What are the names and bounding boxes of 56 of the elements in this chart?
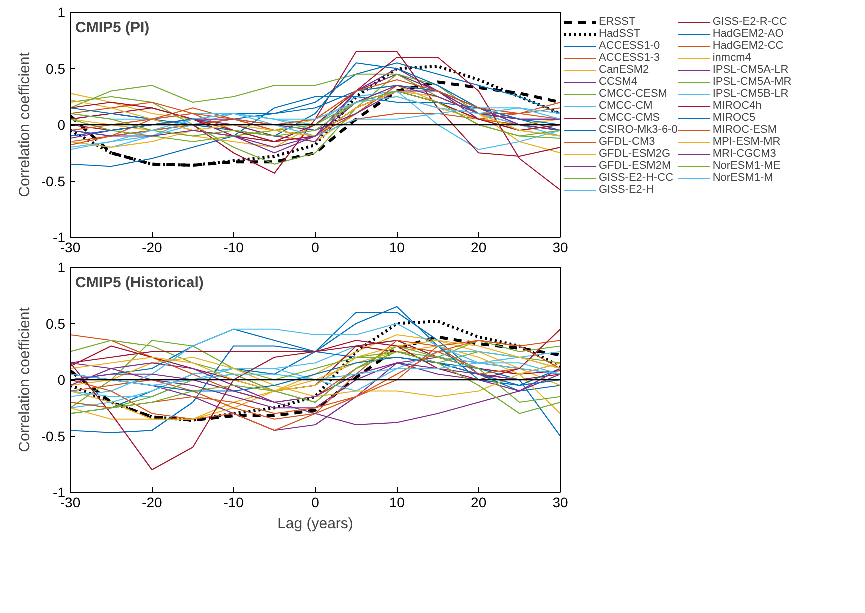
text: CMIP5 (PI) [76,20,150,36]
x-tick-label: 0 [312,240,320,256]
y-tick-label: -0.5 [41,428,66,444]
legend-label: CSIRO-Mk3-6-0 [599,124,678,136]
x-axis-title: Lag (years) [278,516,354,532]
x-tick-label: -20 [142,494,162,510]
legend-label: ACCESS1-0 [599,40,660,52]
y-tick-label: -1 [53,484,66,500]
legend-label: HadGEM2-CC [712,40,784,52]
legend-label: CCSM4 [599,76,638,88]
legend-label: HadGEM2-AO [712,28,784,40]
legend-label: IPSL-CM5A-MR [712,76,792,88]
legend-label: MIROC4h [712,100,762,112]
legend-label: inmcm4 [712,52,752,64]
legend-label: CMCC-CM [599,100,653,112]
legend-label: CMCC-CMS [599,112,660,124]
legend-label: MIROC-ESM [712,124,778,136]
x-tick-label: 0 [312,494,320,510]
x-tick-label: 20 [471,240,487,256]
y-tick-label: 0.5 [46,316,66,332]
text: CMIP5 (Historical) [76,274,204,292]
legend-label: GISS-E2-H [599,184,654,196]
y-tick-label: 0 [58,372,66,388]
legend-label: ERSST [599,16,636,28]
legend-label: GFDL-ESM2M [599,160,672,172]
legend-label: MRI-CGCM3 [712,148,776,160]
y-tick-label: 1 [58,260,66,276]
legend-label: GISS-E2-H-CC [599,172,674,184]
x-tick-label: 20 [471,494,487,510]
legend-label: GFDL-CM3 [599,136,656,148]
y-axis-title: Correlation coefficient [16,52,34,198]
legend-label: MIROC5 [712,112,756,124]
legend-label: IPSL-CM5A-LR [712,64,789,76]
legend-label: NorESM1-ME [712,160,781,172]
legend-label: GISS-E2-R-CC [712,16,788,28]
x-tick-label: -20 [142,240,162,256]
y-axis-title: Correlation coefficient [16,306,34,452]
x-tick-label: 10 [389,494,406,510]
y-tick-label: -1 [53,230,66,246]
y-tick-label: -0.5 [41,173,66,190]
x-tick-label: 30 [552,494,568,510]
y-tick-label: 0 [58,117,66,133]
y-tick-label: 0.5 [46,60,66,77]
x-tick-label: 30 [552,240,568,256]
legend-label: IPSL-CM5B-LR [712,88,789,100]
legend-label: GFDL-ESM2G [599,148,671,160]
legend-label: ACCESS1-3 [599,52,660,64]
legend-label: NorESM1-M [712,172,774,184]
legend-label: MPI-ESM-MR [712,136,781,148]
x-tick-label: -10 [224,240,244,256]
legend-label: CanESM2 [599,64,650,76]
legend-label: HadSST [599,28,641,40]
legend-label: CMCC-CESM [599,88,668,100]
x-tick-label: -10 [224,494,244,510]
y-tick-label: 1 [58,4,66,20]
x-tick-label: 10 [389,240,406,256]
